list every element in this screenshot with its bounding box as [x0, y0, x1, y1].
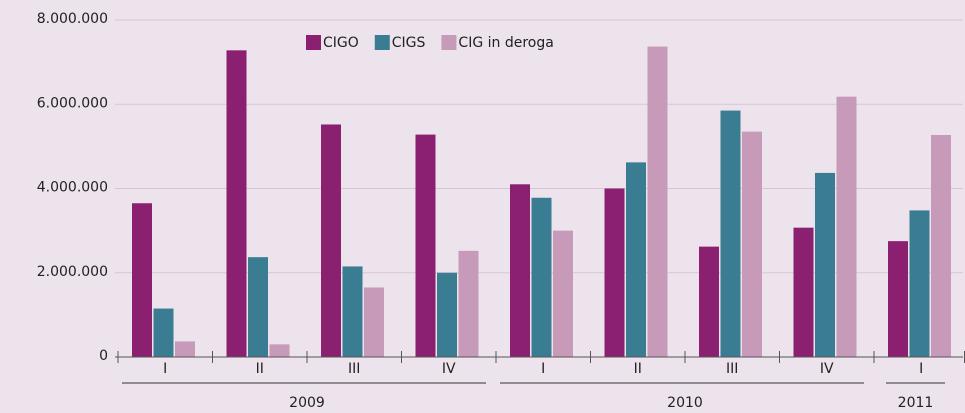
bar [793, 227, 814, 357]
x-tick-label: II [634, 361, 642, 377]
bar [931, 135, 951, 357]
bar [248, 257, 268, 357]
y-tick-label: 0 [99, 348, 108, 364]
bar [415, 134, 436, 357]
bar [437, 272, 457, 357]
legend-label: CIGS [392, 35, 426, 51]
bar [553, 230, 573, 357]
bar [720, 110, 741, 357]
y-tick-label: 8.000.000 [37, 11, 108, 27]
x-tick-label: I [163, 361, 167, 377]
bar [510, 184, 530, 357]
legend-swatch [306, 35, 321, 50]
bar [815, 172, 835, 357]
x-tick-label: IV [442, 361, 456, 377]
bar [269, 344, 290, 357]
legend-label: CIGO [323, 35, 359, 51]
y-tick-label: 4.000.000 [37, 180, 108, 196]
bar [742, 131, 762, 357]
x-tick-label: I [919, 361, 923, 377]
bar [153, 308, 174, 357]
bar [132, 203, 152, 357]
bar [836, 96, 857, 357]
bar [175, 341, 195, 357]
y-tick-label: 2.000.000 [37, 264, 108, 280]
bar [226, 50, 247, 358]
bar [647, 46, 668, 357]
x-tick-label: IV [820, 361, 834, 377]
bar [321, 124, 341, 357]
x-tick-label: III [348, 361, 360, 377]
bar [342, 266, 363, 357]
legend-swatch [374, 35, 390, 50]
bar [626, 162, 646, 357]
y-tick-label: 6.000.000 [37, 95, 108, 111]
bar [531, 197, 552, 357]
group-label: 2010 [667, 395, 703, 411]
x-tick-label: I [541, 361, 545, 377]
x-tick-label: III [726, 361, 738, 377]
x-tick-label: II [256, 361, 264, 377]
group-label: 2011 [898, 395, 934, 411]
bar [604, 188, 625, 357]
bar [458, 250, 479, 357]
legend-label: CIG in deroga [458, 35, 553, 51]
group-label: 2009 [289, 395, 325, 411]
legend-swatch [441, 35, 457, 50]
bar [888, 241, 908, 357]
bar [909, 210, 930, 357]
bar [699, 246, 719, 357]
bar [364, 287, 384, 357]
